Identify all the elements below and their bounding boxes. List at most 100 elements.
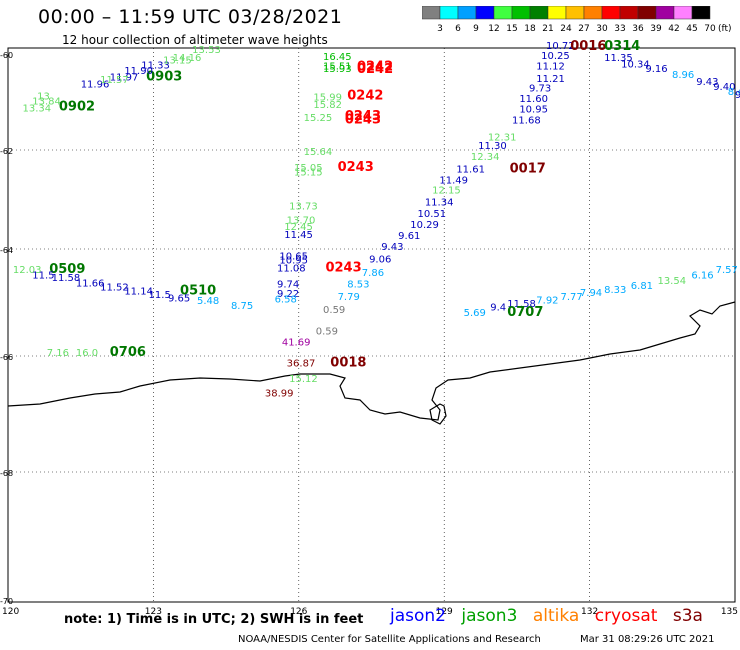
wave-height-value: 12.15 (432, 186, 461, 197)
colorbar-tick-label: 3 (437, 24, 443, 34)
wave-height-value: 9.4 (490, 303, 506, 314)
wave-height-value: 11.35 (604, 53, 633, 64)
lon-tick-label: 120 (2, 607, 19, 617)
colorbar-tick-label: 12 (488, 24, 499, 34)
wave-height-value: 11.97 (110, 72, 139, 83)
legend-jason3: jason3 (461, 606, 518, 626)
lon-tick-label: 132 (581, 607, 598, 617)
wave-height-value: 0.59 (323, 305, 345, 316)
wave-height-value: 10.95 (279, 255, 308, 266)
wave-height-value: 8.75 (231, 301, 253, 312)
wave-height-value: 10.65 (279, 252, 308, 263)
wave-height-value: 38.99 (265, 389, 294, 400)
wave-height-value: 16.0 (76, 348, 98, 359)
wave-height-value: 13 (37, 92, 50, 103)
colorbar-tick-label: 39 (650, 24, 662, 34)
legend-jason2: jason2 (390, 606, 446, 626)
pass-time-label: 0242 (357, 59, 393, 74)
colorbar-tick-label: 15 (506, 24, 517, 34)
wave-height-value: 15.99 (313, 93, 342, 104)
wave-height-value: 11.12 (536, 61, 565, 72)
wave-height-value: 9.43 (696, 77, 718, 88)
map-title: 00:00 – 11:59 UTC 03/28/2021 (38, 6, 343, 28)
wave-height-value: 13.15 (163, 56, 192, 67)
wave-height-value: 12.03 (13, 265, 42, 276)
wave-height-value: 15.15 (294, 168, 323, 179)
wave-height-value: 13.73 (289, 201, 318, 212)
wave-height-value: 15.93 (323, 64, 352, 75)
colorbar-tick-label: 27 (578, 24, 589, 34)
wave-height-value: 7.77 (561, 292, 583, 303)
pass-time-label: 0243 (325, 260, 361, 275)
wave-height-value: 8.96 (672, 70, 694, 81)
wave-height-value: 13.34 (23, 104, 52, 115)
lat-tick-label: -64 (0, 246, 13, 255)
wave-height-value: 15.05 (294, 163, 323, 174)
wave-height-value: 11.08 (277, 263, 306, 274)
wave-height-value: 11.21 (536, 74, 565, 85)
colorbar-tick-label: 42 (668, 24, 679, 34)
wave-height-value: 14.16 (173, 53, 202, 64)
wave-height-value: 9.43 (381, 242, 403, 253)
wave-height-value: 9.74 (277, 280, 299, 291)
wave-height-value: 13.54 (657, 276, 686, 287)
wave-height-value: 13.70 (287, 215, 316, 226)
pass-time-label: 0242 (357, 62, 393, 77)
colorbar-swatch (691, 6, 711, 20)
wave-height-value: 10.34 (621, 59, 650, 70)
pass-time-label: 0706 (110, 345, 146, 360)
map-subtitle: 12 hour collection of altimeter wave hei… (62, 33, 328, 47)
wave-height-value: 11.90 (124, 66, 153, 77)
wave-height-value: 12.45 (284, 222, 313, 233)
colorbar-tick-label: 45 (686, 24, 697, 34)
wave-height-value: 36.87 (287, 358, 316, 369)
pass-time-label: 0243 (338, 160, 374, 175)
wave-height-value: 9.22 (277, 289, 299, 300)
wave-height-value: 7.94 (580, 288, 602, 299)
wave-height-value: 9.06 (369, 254, 391, 265)
wave-height-value: 11.52 (100, 283, 129, 294)
wave-height-value: 9.2 (735, 90, 740, 101)
map-grid (7, 47, 736, 603)
credit-line: NOAA/NESDIS Center for Satellite Applica… (238, 634, 541, 645)
pass-time-label: 0243 (345, 113, 381, 128)
wave-height-value: 11.45 (284, 230, 313, 241)
legend-s3a: s3a (672, 606, 703, 626)
wave-height-value: 15.25 (304, 113, 333, 124)
colorbar: 3 6 9 12 15 18 21 24 27 30 33 36 39 42 45 70 (ft) (422, 6, 732, 34)
lat-tick-label: -66 (0, 353, 13, 362)
colorbar-tick-label: 21 (542, 24, 553, 34)
pass-time-label: 0016 (570, 39, 606, 54)
lat-tick-label: -62 (0, 147, 13, 156)
lon-tick-label: 123 (145, 607, 162, 617)
wave-height-value: 15.64 (304, 147, 333, 158)
pass-time-label: 0243 (345, 109, 381, 124)
lat-tick-label: -60 (0, 51, 13, 60)
lat-tick-label: -70 (0, 597, 13, 606)
wave-height-value: 11.30 (478, 141, 507, 152)
wave-height-value: 6.81 (631, 281, 653, 292)
wave-height-value: 7.57 (716, 265, 738, 276)
wave-height-value: 7.79 (338, 292, 360, 303)
legend-cryosat: cryosat (594, 606, 658, 626)
wave-height-value: 10.95 (519, 105, 548, 116)
wave-height-value: 9.40 (713, 82, 735, 93)
wave-height-value: 5.48 (197, 296, 219, 307)
wave-height-value: 9.16 (645, 64, 667, 75)
footer-note: note: 1) Time is in UTC; 2) SWH is in fe… (64, 612, 364, 627)
pass-time-label: 0903 (146, 69, 182, 84)
wave-height-value: 10.25 (541, 51, 570, 62)
wave-height-value: 6.58 (275, 295, 297, 306)
colorbar-tick-label: 18 (524, 24, 536, 34)
pass-time-label: 0509 (49, 262, 85, 277)
pass-time-label: 0510 (180, 283, 216, 298)
wave-height-value: 13.53 (192, 45, 221, 56)
wave-height-value: 6.16 (691, 270, 713, 281)
colorbar-tick-label: 70 (704, 24, 716, 34)
colorbar-tick-label: 24 (560, 24, 572, 34)
lat-tick-label: -68 (0, 469, 13, 478)
pass-time-label: 0242 (347, 89, 383, 104)
